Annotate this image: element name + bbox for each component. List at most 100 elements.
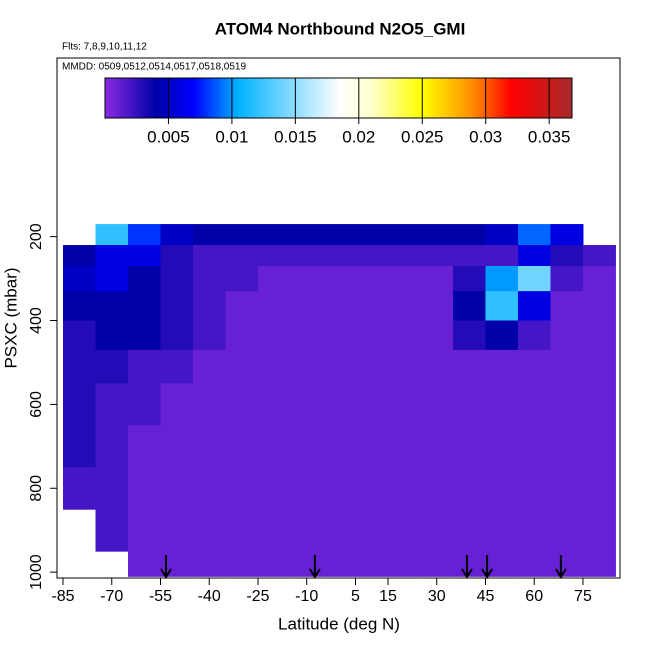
heatmap-cell: [485, 224, 519, 246]
x-tick-label: -85: [51, 588, 74, 605]
heatmap-cell: [160, 291, 194, 322]
heatmap-cell: [95, 425, 129, 468]
heatmap-cell: [517, 245, 551, 267]
heatmap-cell: [387, 291, 421, 322]
y-tick-label: 1000: [28, 554, 45, 590]
heatmap-cell: [452, 349, 486, 384]
heatmap-cell: [517, 467, 551, 510]
heatmap-cell: [517, 224, 551, 246]
heatmap-cell: [192, 291, 226, 322]
heatmap-cell: [355, 224, 389, 246]
heatmap-cell: [160, 467, 194, 510]
heatmap-cell: [160, 349, 194, 384]
heatmap-cell: [322, 266, 356, 292]
heatmap-cell: [192, 245, 226, 267]
heatmap-cell: [517, 320, 551, 351]
heatmap-cell: [420, 224, 454, 246]
colorbar-tick-label: 0.025: [401, 127, 444, 146]
x-tick-label: -70: [100, 588, 123, 605]
heatmap-cell: [160, 266, 194, 292]
x-tick-label: 75: [574, 588, 592, 605]
colorbar-tick-label: 0.005: [147, 127, 190, 146]
heatmap-cell: [420, 291, 454, 322]
heatmap-cell: [322, 245, 356, 267]
heatmap-cell: [225, 349, 259, 384]
heatmap-cell: [225, 224, 259, 246]
heatmap-cell: [355, 349, 389, 384]
x-axis-label: Latitude (deg N): [278, 614, 400, 633]
plot-frame: [56, 57, 621, 579]
heatmap-cell: [192, 266, 226, 292]
heatmap-cell: [225, 266, 259, 292]
heatmap-cell: [160, 425, 194, 468]
heatmap-cell: [355, 383, 389, 426]
heatmap-cell: [387, 320, 421, 351]
heatmap-cell: [355, 266, 389, 292]
heatmap-cell: [192, 551, 226, 577]
heatmap-cell: [290, 291, 324, 322]
heatmap-cell: [355, 425, 389, 468]
heatmap-cell: [582, 383, 616, 426]
heatmap-cell: [95, 291, 129, 322]
heatmap-cell: [128, 245, 162, 267]
heatmap-cell: [582, 320, 616, 351]
heatmap-cell: [517, 291, 551, 322]
heatmap-cell: [550, 551, 584, 577]
heatmap-cell: [452, 224, 486, 246]
marker-arrow: [555, 555, 567, 579]
heatmap-cell: [582, 291, 616, 322]
heatmap-cell: [95, 349, 129, 384]
heatmap-cell: [387, 509, 421, 552]
heatmap-cell: [257, 291, 291, 322]
heatmap-cell: [128, 224, 162, 246]
heatmap-cell: [485, 467, 519, 510]
heatmap-cell: [290, 266, 324, 292]
heatmap-cell: [517, 551, 551, 577]
heatmap-cell: [192, 383, 226, 426]
heatmap-cell: [387, 383, 421, 426]
heatmap-cell: [225, 509, 259, 552]
heatmap-cell: [452, 425, 486, 468]
heatmap-cell: [225, 467, 259, 510]
heatmap-cell: [63, 291, 97, 322]
x-tick-label: 60: [525, 588, 543, 605]
marker-arrow: [481, 555, 493, 579]
heatmap-cell: [322, 383, 356, 426]
heatmap-cell: [550, 266, 584, 292]
marker-arrow: [160, 555, 172, 579]
heatmap-cell: [355, 320, 389, 351]
y-axis-label: PSXC (mbar): [1, 267, 20, 368]
heatmap-cell: [452, 383, 486, 426]
heatmap-cell: [355, 245, 389, 267]
arrow-head: [160, 568, 172, 579]
x-tick-label: 45: [477, 588, 495, 605]
heatmap-cell: [95, 266, 129, 292]
heatmap-cell: [420, 266, 454, 292]
heatmap-cell: [128, 266, 162, 292]
chart-title: ATOM4 Northbound N2O5_GMI: [215, 19, 466, 38]
heatmap-cell: [290, 320, 324, 351]
heatmap-cell: [550, 245, 584, 267]
heatmap-cell: [225, 245, 259, 267]
heatmap-cell: [387, 349, 421, 384]
heatmap-cell: [550, 320, 584, 351]
heatmap-cell: [95, 383, 129, 426]
heatmap-cell: [63, 349, 97, 384]
heatmap-cell: [128, 320, 162, 351]
heatmap-cell: [95, 467, 129, 510]
colorbar-tick-label: 0.02: [342, 127, 375, 146]
heatmap-cell: [290, 349, 324, 384]
heatmap-cell: [485, 349, 519, 384]
heatmap-cell: [387, 425, 421, 468]
heatmap-cell: [517, 266, 551, 292]
heatmap-cell: [128, 291, 162, 322]
heatmap-cell: [63, 320, 97, 351]
heatmap-cell: [95, 245, 129, 267]
x-tick-label: -40: [198, 588, 221, 605]
y-tick-label: 600: [28, 391, 45, 418]
heatmap-cell: [290, 245, 324, 267]
marker-arrow: [461, 555, 473, 579]
y-tick-label: 800: [28, 475, 45, 502]
heatmap-cell: [582, 266, 616, 292]
